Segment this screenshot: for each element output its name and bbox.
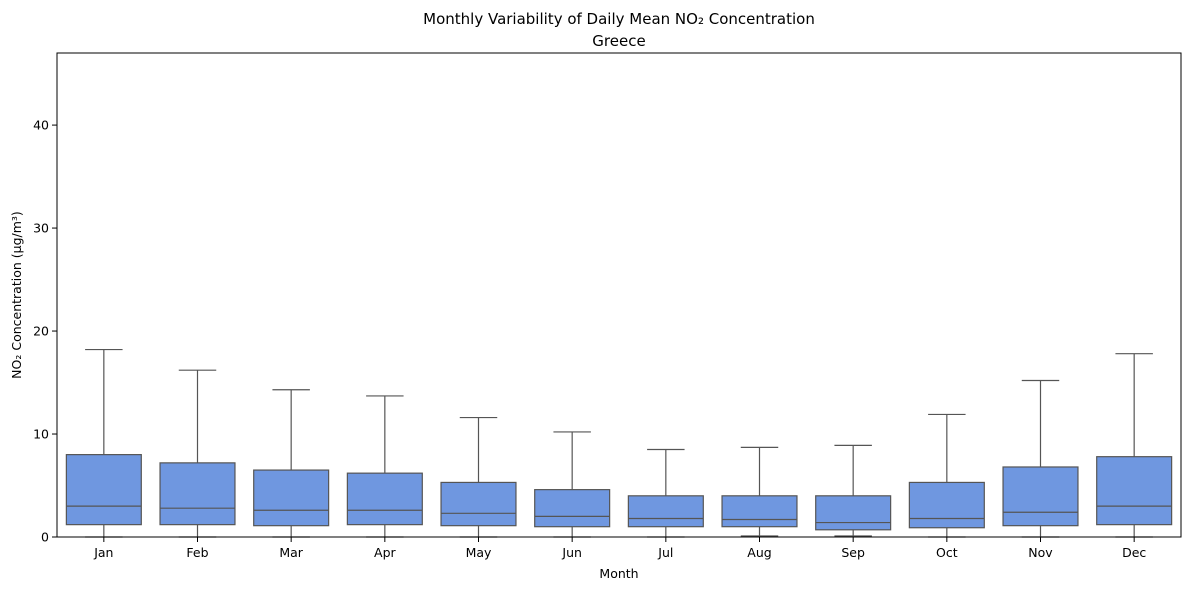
x-axis: Jan Feb Mar Apr May Jun Jul Aug Sep Oct Nov Dec xyxy=(93,537,1146,560)
iqr-box-may xyxy=(440,481,517,527)
x-tick-label-feb: Feb xyxy=(186,545,208,560)
box-jul xyxy=(627,448,704,538)
y-tick-label-30: 30 xyxy=(33,221,49,236)
box-jan xyxy=(65,348,142,538)
x-axis-label: Month xyxy=(599,566,638,581)
box-feb xyxy=(159,369,236,538)
y-axis: 0 10 20 30 40 xyxy=(33,118,57,545)
box-nov xyxy=(1002,379,1079,538)
box-apr xyxy=(346,395,423,538)
iqr-box-jan xyxy=(65,454,142,526)
iqr-box-apr xyxy=(346,472,423,526)
chart-subtitle: Greece xyxy=(592,32,645,50)
box-jun xyxy=(534,431,611,538)
chart-title: Monthly Variability of Daily Mean NO₂ Co… xyxy=(423,10,815,28)
box-dec xyxy=(1096,353,1173,538)
iqr-box-aug xyxy=(721,495,798,528)
box-aug xyxy=(721,446,798,537)
x-tick-label-may: May xyxy=(466,545,492,560)
iqr-box-mar xyxy=(253,469,330,527)
iqr-box-jul xyxy=(627,495,704,528)
x-tick-label-jul: Jul xyxy=(657,545,673,560)
y-tick-label-40: 40 xyxy=(33,118,49,133)
x-tick-label-dec: Dec xyxy=(1122,545,1146,560)
x-tick-label-nov: Nov xyxy=(1028,545,1053,560)
iqr-box-dec xyxy=(1096,456,1173,526)
box-may xyxy=(440,416,517,538)
y-tick-label-0: 0 xyxy=(41,530,49,545)
x-tick-label-oct: Oct xyxy=(936,545,958,560)
y-tick-label-10: 10 xyxy=(33,427,49,442)
x-tick-label-mar: Mar xyxy=(279,545,303,560)
plot-frame xyxy=(56,52,1182,538)
x-tick-label-jan: Jan xyxy=(93,545,113,560)
x-tick-label-apr: Apr xyxy=(374,545,396,560)
box-mar xyxy=(253,389,330,538)
y-axis-label: NO₂ Concentration (µg/m³) xyxy=(9,211,24,379)
x-tick-label-aug: Aug xyxy=(747,545,771,560)
iqr-box-feb xyxy=(159,462,236,526)
boxes-layer xyxy=(65,348,1173,538)
x-tick-label-jun: Jun xyxy=(561,545,582,560)
iqr-box-nov xyxy=(1002,466,1079,527)
iqr-box-oct xyxy=(908,481,985,529)
iqr-box-sep xyxy=(815,495,892,531)
y-tick-label-20: 20 xyxy=(33,324,49,339)
iqr-box-jun xyxy=(534,489,611,528)
box-oct xyxy=(908,413,985,538)
x-tick-label-sep: Sep xyxy=(841,545,865,560)
box-sep xyxy=(815,444,892,537)
